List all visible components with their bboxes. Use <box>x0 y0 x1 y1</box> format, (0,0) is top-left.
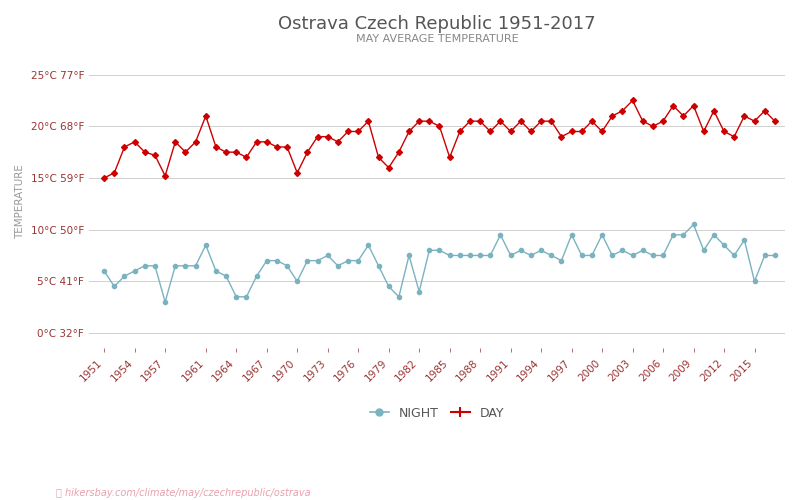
Y-axis label: TEMPERATURE: TEMPERATURE <box>15 164 25 238</box>
Legend: NIGHT, DAY: NIGHT, DAY <box>365 402 509 424</box>
Text: MAY AVERAGE TEMPERATURE: MAY AVERAGE TEMPERATURE <box>356 34 518 43</box>
Text: 🔍 hikersbay.com/climate/may/czechrepublic/ostrava: 🔍 hikersbay.com/climate/may/czechrepubli… <box>56 488 310 498</box>
Title: Ostrava Czech Republic 1951-2017: Ostrava Czech Republic 1951-2017 <box>278 15 596 33</box>
